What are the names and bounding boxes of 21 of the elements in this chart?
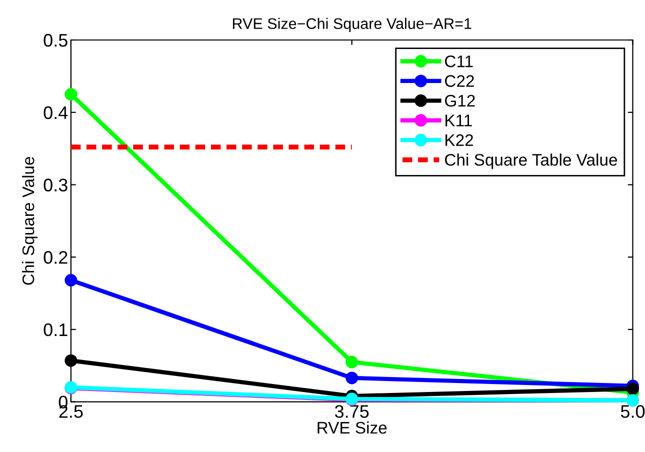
- point: [346, 372, 358, 384]
- legend-label: G12: [445, 94, 475, 107]
- y-tick-label: 0.1: [44, 323, 68, 336]
- chart-title: RVE Size−Chi Square Value−AR=1: [232, 18, 472, 32]
- point: [64, 274, 78, 287]
- y-tick-label: 0.3: [44, 178, 68, 192]
- x-tick-label: 5.0: [620, 405, 645, 418]
- legend-label: K22: [446, 134, 473, 146]
- point: [346, 356, 358, 368]
- y-tick-label: 0.2: [44, 251, 68, 264]
- y-axis-title: Chi Square Value: [22, 156, 38, 285]
- legend-label: K11: [446, 114, 472, 126]
- legend-label: C22: [445, 75, 474, 87]
- point: [64, 354, 78, 367]
- y-tick-label: 0.4: [44, 106, 68, 120]
- legend-label: Chi Square Table Value: [445, 154, 618, 170]
- y-tick-label: 0.5: [44, 34, 68, 47]
- x-tick-label: 3.75: [334, 405, 369, 418]
- x-axis-title: RVE Size: [318, 421, 387, 434]
- legend-label: C11: [445, 55, 473, 68]
- point: [64, 88, 78, 101]
